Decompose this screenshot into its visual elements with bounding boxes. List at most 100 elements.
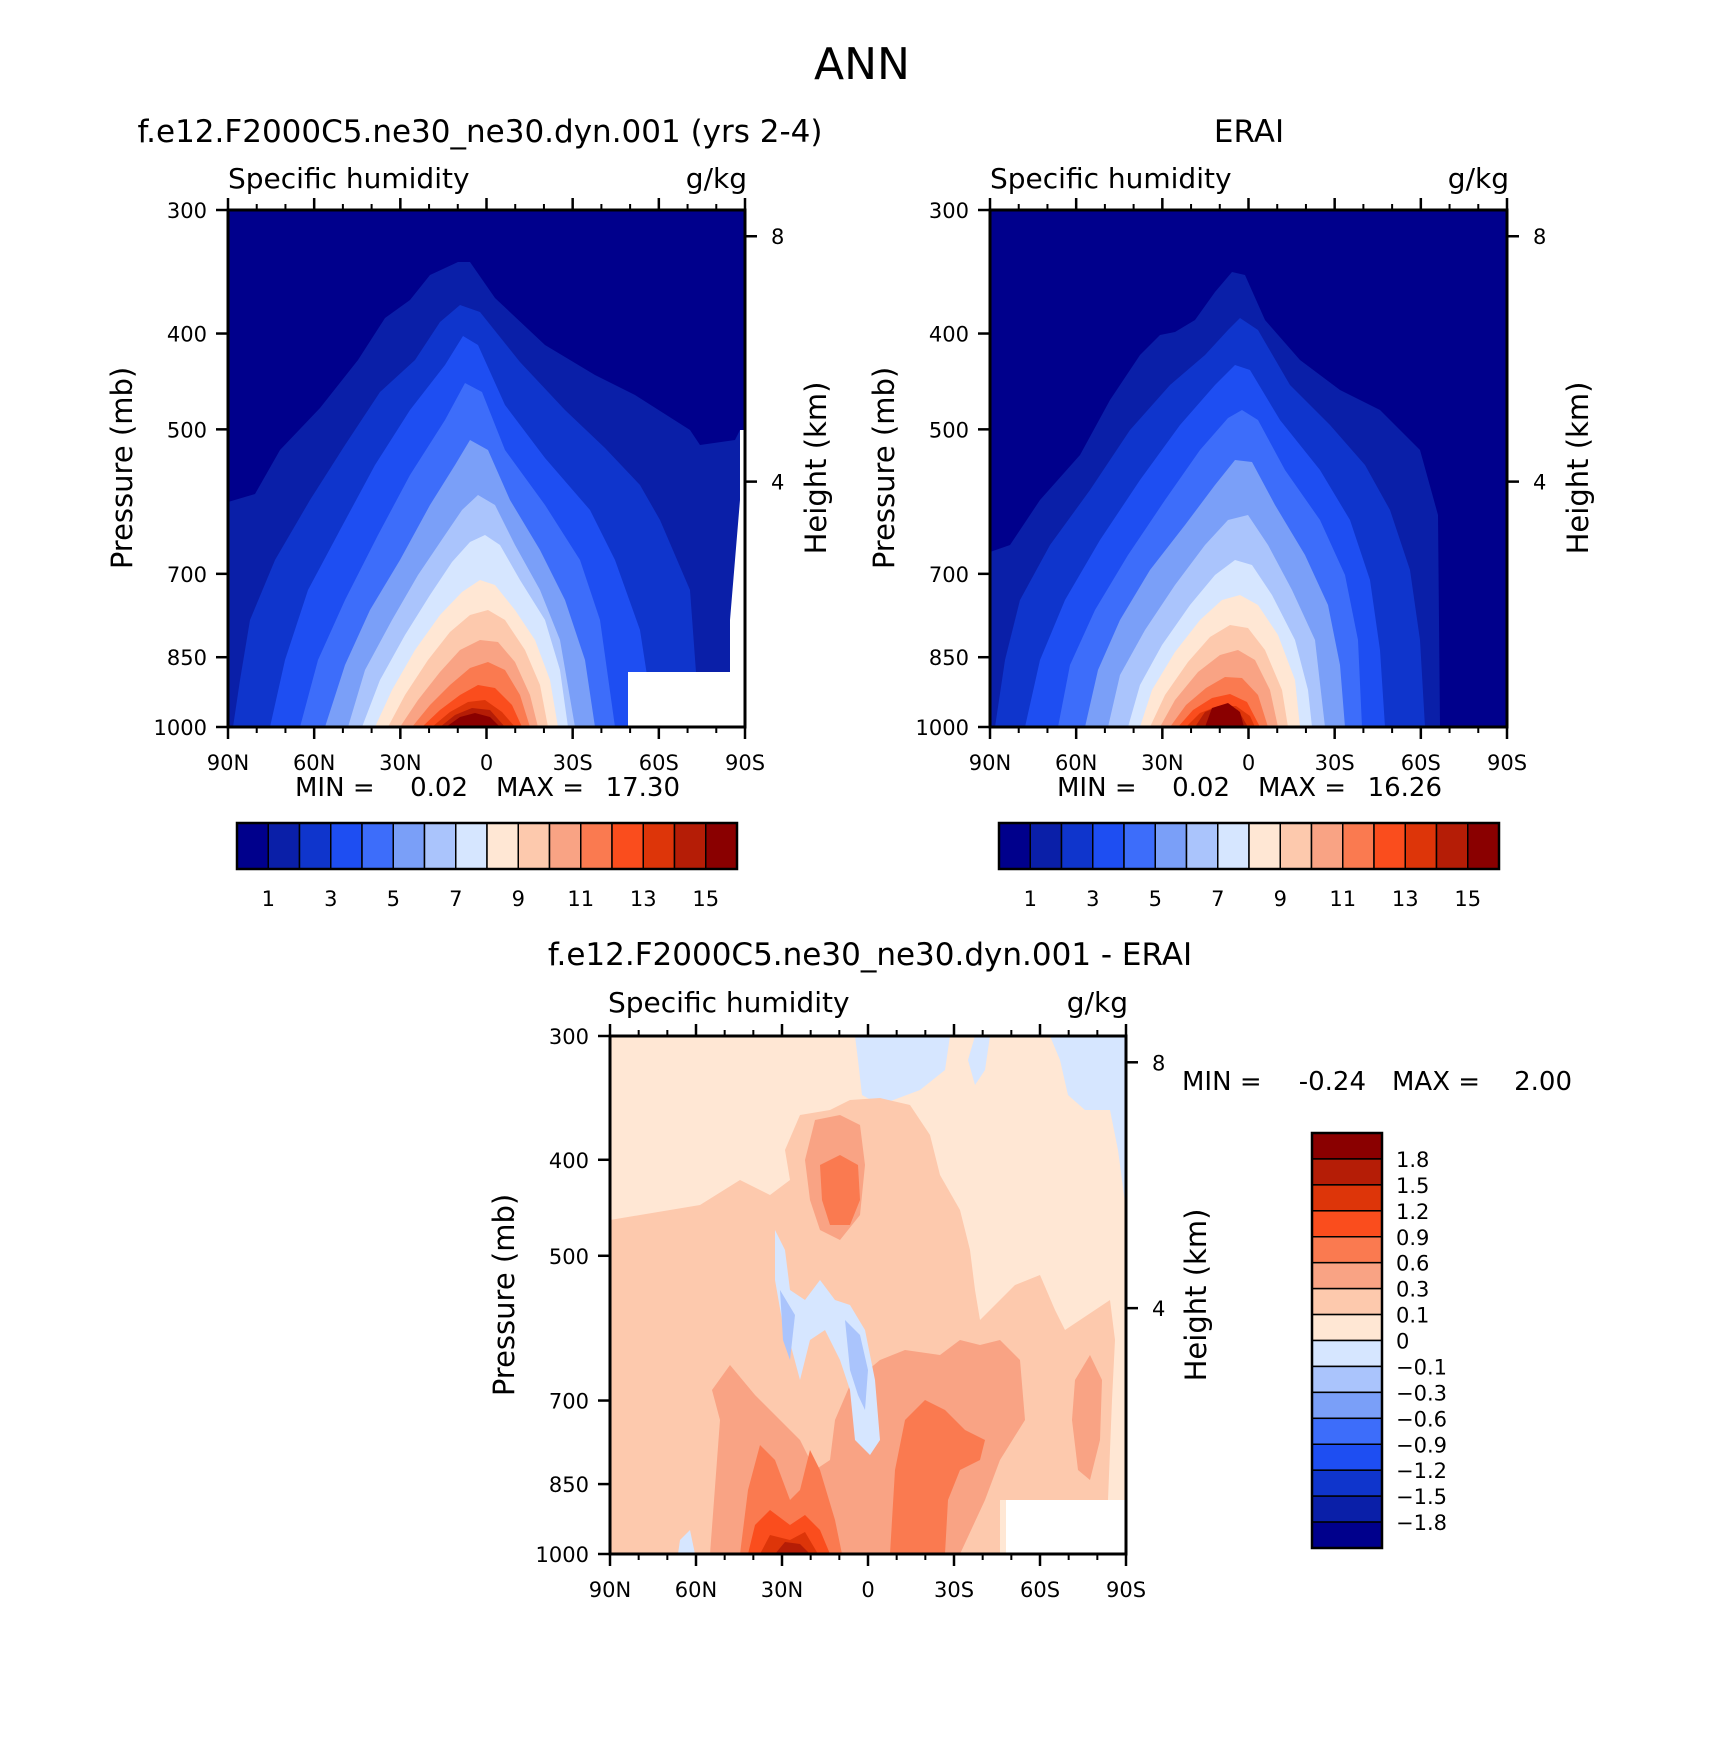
panel-diff-field (610, 1036, 1126, 1554)
colorbar-frame (997, 821, 1501, 871)
axes: 90N 60N 30N 0 30S 60S 90S 300 400 500 700 850 1000 8 4 (154, 198, 784, 775)
min-label: MIN = (295, 773, 375, 803)
y-tick-label: 700 (929, 563, 969, 587)
colorbar-label: 0.6 (1396, 1252, 1429, 1276)
y-tick-label: 1000 (154, 716, 207, 740)
y2-axis-label: Height (km) (1179, 1209, 1213, 1382)
colorbar-swatch (1311, 1339, 1383, 1368)
max-value: 2.00 (1514, 1067, 1572, 1097)
colorbar-swatch (1311, 1132, 1383, 1160)
colorbar-swatch (486, 822, 519, 870)
colorbar-label: 5 (387, 887, 400, 911)
colorbar-swatch (1311, 1210, 1383, 1238)
colorbar-label: −0.3 (1396, 1381, 1447, 1405)
y-tick-label: 400 (549, 1149, 589, 1173)
colorbar-swatch (1310, 822, 1344, 870)
contour-neg-0.3 (780, 1290, 795, 1360)
x-tick-label: 60N (1055, 751, 1097, 775)
colorbar-label: 3 (324, 887, 337, 911)
contour-15 (446, 713, 500, 727)
x-tick-label: 30N (379, 751, 421, 775)
colorbar-swatch (1311, 1391, 1383, 1420)
colorbar-swatch (1311, 1495, 1383, 1523)
colorbar-swatch (392, 822, 426, 870)
x-tick-label: 90N (207, 751, 249, 775)
colorbar-swatch (361, 822, 394, 870)
min-label: MIN = (1182, 1067, 1262, 1097)
y2-tick-label: 8 (1533, 225, 1546, 249)
colorbar-label: −1.5 (1396, 1485, 1447, 1509)
x-tick-label: 90N (589, 1578, 631, 1602)
colorbar-label: 9 (1274, 887, 1287, 911)
panel-model-variable: Specific humidity (228, 162, 470, 195)
colorbar-label: 0 (1396, 1330, 1409, 1354)
colorbar-swatch (1248, 822, 1281, 870)
y-tick-label: 850 (167, 646, 207, 670)
colorbar-label: 1.8 (1396, 1148, 1429, 1172)
colorbar-swatch (1311, 1158, 1383, 1186)
contour-neg-0.1 (855, 1036, 950, 1105)
colorbar-swatch (298, 822, 332, 870)
y-tick-label: 300 (929, 199, 969, 223)
y-tick-label: 500 (549, 1245, 589, 1269)
y-tick-label: 850 (549, 1473, 589, 1497)
x-tick-label: 0 (480, 751, 493, 775)
x-tick-label: 30N (761, 1578, 803, 1602)
y-tick-label: 400 (929, 323, 969, 347)
colorbar-label: 3 (1086, 887, 1099, 911)
colorbar-label: 15 (1454, 887, 1481, 911)
x-tick-label: 60S (1020, 1578, 1060, 1602)
colorbar-label: −0.6 (1396, 1407, 1447, 1431)
colorbar-swatch (1311, 1287, 1383, 1316)
x-tick-label: 30N (1141, 751, 1183, 775)
colorbar-swatch (423, 822, 457, 870)
colorbar-label: 0.1 (1396, 1304, 1429, 1328)
x-tick-label: 60N (293, 751, 335, 775)
colorbar-swatch (1311, 1313, 1383, 1342)
colorbar-swatch (1154, 822, 1188, 870)
y-axis-label: Pressure (mb) (867, 367, 901, 569)
max-label: MAX = (1392, 1067, 1480, 1097)
x-tick-label: 30S (934, 1578, 974, 1602)
panel-diff-variable: Specific humidity (608, 986, 850, 1019)
colorbar-label: 11 (567, 887, 594, 911)
colorbar-swatch (548, 822, 582, 870)
colorbar-label: 5 (1149, 887, 1162, 911)
y-tick-label: 500 (929, 418, 969, 442)
max-value: 16.26 (1368, 773, 1442, 803)
x-tick-label: 90N (969, 751, 1011, 775)
colorbar-label: 1.2 (1396, 1200, 1429, 1224)
colorbar-label: 0.9 (1396, 1226, 1429, 1250)
colorbar-swatch (1029, 822, 1063, 870)
panel-obs-variable: Specific humidity (990, 162, 1232, 195)
x-tick-label: 90S (1106, 1578, 1146, 1602)
panel-model: f.e12.F2000C5.ne30_ne30.dyn.001 (yrs 2-4… (105, 114, 833, 911)
y-axis-label: Pressure (mb) (487, 1194, 521, 1396)
max-label: MAX = (1258, 773, 1346, 803)
y2-tick-label: 8 (771, 225, 784, 249)
figure-title: ANN (814, 39, 910, 90)
contour-neg-0.1 (775, 1230, 880, 1455)
colorbar-frame (1310, 1131, 1384, 1550)
colorbar-swatch (1467, 822, 1500, 870)
panel-diff-units: g/kg (1067, 986, 1128, 1019)
x-tick-label: 90S (725, 751, 765, 775)
x-tick-label: 60S (639, 751, 679, 775)
contour-0.6 (820, 1155, 860, 1225)
colorbar-swatch (1311, 1521, 1383, 1549)
colorbar-frame (235, 821, 739, 871)
missing-data-mask (1006, 1500, 1126, 1554)
colorbar-swatch (1311, 1443, 1383, 1471)
min-label: MIN = (1057, 773, 1137, 803)
colorbar-swatch (580, 822, 613, 870)
colorbar-swatch (1311, 1365, 1383, 1394)
colorbar-swatch (330, 822, 363, 870)
y2-tick-label: 4 (771, 471, 784, 495)
colorbar-swatch (1185, 822, 1219, 870)
panel-model-field (228, 210, 745, 727)
x-tick-label: 30S (1315, 751, 1355, 775)
y2-axis-label: Height (km) (799, 382, 833, 555)
contour-neg-0.1 (1050, 1036, 1126, 1210)
colorbar: 1 3 5 7 9 11 13 15 (235, 821, 739, 911)
x-tick-label: 0 (861, 1578, 874, 1602)
